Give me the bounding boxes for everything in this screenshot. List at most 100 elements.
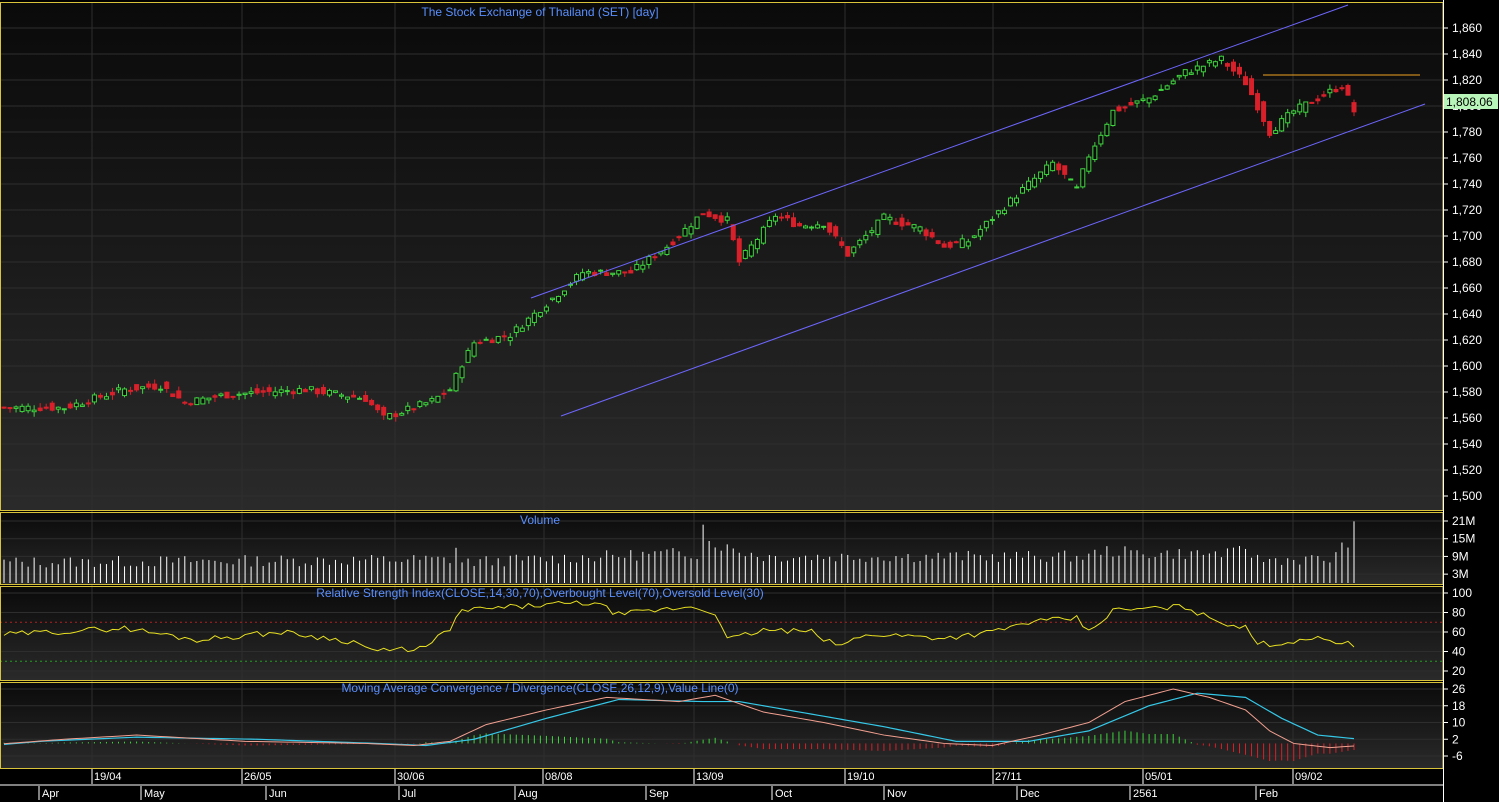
candle-body	[1110, 109, 1116, 127]
candle-body	[369, 400, 375, 406]
candle-body	[1267, 121, 1273, 136]
candle-body	[833, 226, 839, 237]
candle-body	[339, 394, 344, 397]
candle-body	[387, 413, 393, 420]
candle-body	[586, 271, 592, 274]
candle-body	[905, 222, 911, 226]
volume-y-tick-label: 9M	[1452, 549, 1469, 563]
last-price-label: 1,808.06	[1446, 95, 1493, 109]
candle-body	[935, 240, 941, 244]
candle-body	[959, 238, 965, 249]
month-label: Sep	[649, 788, 669, 800]
candle-body	[652, 256, 658, 259]
candle-body	[1230, 61, 1236, 72]
month-label: Dec	[1020, 788, 1040, 800]
candle-body	[308, 386, 314, 390]
candle-body	[411, 408, 417, 411]
price-y-tick-label: 1,600	[1452, 359, 1482, 373]
candle-body	[791, 217, 797, 228]
candle-body	[754, 238, 760, 250]
candle-body	[363, 395, 369, 402]
candle-body	[917, 226, 923, 232]
candle-body	[1273, 130, 1279, 134]
candle-body	[598, 269, 604, 272]
candle-body	[1309, 101, 1315, 104]
price-y-tick-label: 1,820	[1452, 73, 1482, 87]
rsi-line	[3, 600, 1355, 653]
month-label: Feb	[1259, 788, 1278, 800]
candle-body	[332, 390, 338, 393]
candle-body	[869, 230, 875, 234]
candle-body	[1050, 161, 1056, 172]
candle-body	[929, 232, 935, 238]
macd-y-tick-label: -6	[1452, 749, 1463, 763]
candle-body	[694, 216, 700, 229]
candle-body	[1, 406, 7, 409]
candle-body	[1315, 98, 1321, 102]
date-label: 30/06	[397, 771, 425, 783]
candle-body	[284, 390, 290, 393]
candle-body	[405, 405, 411, 412]
candle-body	[971, 235, 977, 238]
candle-body	[79, 404, 85, 407]
candle-body	[1303, 101, 1309, 113]
candle-body	[736, 238, 742, 263]
candle-body	[821, 225, 827, 228]
price-y-tick-label: 1,840	[1452, 47, 1482, 61]
price-y-tick-label: 1,760	[1452, 151, 1482, 165]
macd-y-tick-label: 10	[1452, 716, 1466, 730]
candle-body	[941, 243, 947, 248]
y-axis-labels: 1,8601,8401,8201,8001,7801,7601,7401,720…	[1443, 21, 1482, 763]
candle-body	[809, 226, 815, 229]
candle-body	[1062, 165, 1068, 175]
candle-body	[37, 407, 43, 412]
candle-body	[375, 404, 381, 411]
candle-body	[1236, 66, 1242, 75]
price-y-tick-label: 1,580	[1452, 385, 1482, 399]
candle-body	[706, 211, 712, 218]
candle-body	[989, 219, 995, 222]
candle-body	[670, 241, 676, 246]
candle-body	[543, 306, 549, 312]
candle-body	[1092, 145, 1098, 161]
candle-body	[471, 342, 477, 357]
price-y-tick-label: 1,660	[1452, 281, 1482, 295]
candle-body	[923, 229, 929, 237]
candle-body	[1007, 197, 1013, 207]
volume-y-tick-label: 3M	[1452, 567, 1469, 581]
rsi-series	[0, 600, 1443, 662]
price-y-tick-label: 1,540	[1452, 437, 1482, 451]
rsi-panel-title: Relative Strength Index(CLOSE,14,30,70),…	[316, 586, 764, 600]
macd-y-tick-label: 18	[1452, 699, 1466, 713]
candle-body	[911, 224, 917, 229]
candle-body	[676, 236, 682, 239]
candle-body	[31, 409, 37, 413]
candle-body	[784, 215, 790, 219]
date-label: 05/01	[1145, 771, 1173, 783]
candle-body	[103, 396, 109, 400]
rsi-panel-bg	[0, 586, 1443, 680]
candle-body	[1068, 178, 1074, 181]
candle-body	[561, 290, 567, 296]
candle-body	[1056, 163, 1062, 171]
panel-backgrounds	[0, 2, 1443, 768]
candle-body	[357, 397, 363, 400]
candle-body	[616, 270, 622, 275]
volume-y-tick-label: 15M	[1452, 532, 1475, 546]
month-label: Oct	[775, 788, 792, 800]
candle-body	[49, 402, 55, 411]
candle-body	[152, 383, 158, 390]
candle-body	[1176, 74, 1182, 78]
candle-body	[730, 224, 736, 241]
candle-body	[91, 394, 97, 403]
candle-body	[634, 263, 640, 271]
candle-body	[351, 394, 357, 398]
candle-body	[778, 216, 784, 219]
candle-body	[128, 389, 134, 392]
candle-body	[1086, 156, 1092, 172]
candle-body	[1285, 112, 1291, 124]
candle-body	[658, 251, 664, 255]
date-label: 19/04	[94, 771, 122, 783]
